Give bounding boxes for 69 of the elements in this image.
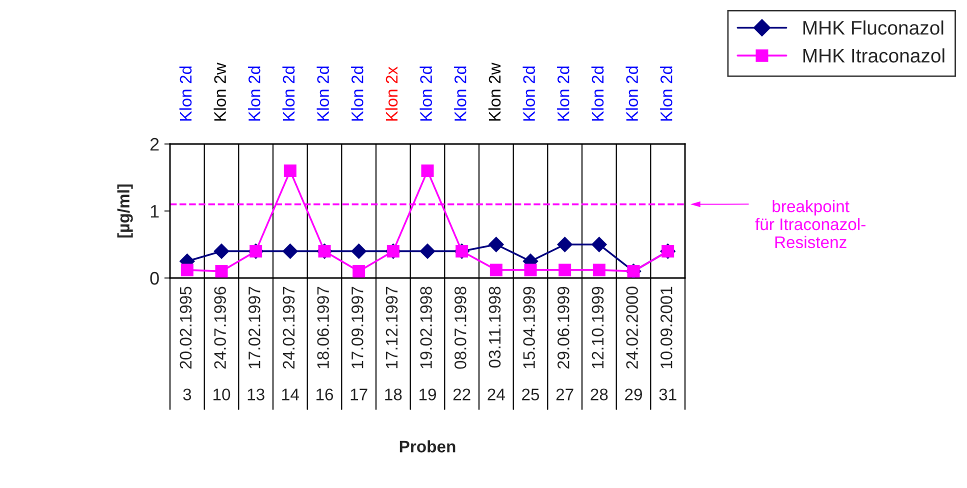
legend-label: MHK Itraconazol xyxy=(803,48,944,63)
text: Klon 2d xyxy=(420,66,432,121)
text: Klon 2w xyxy=(214,62,226,121)
point xyxy=(592,236,607,252)
x-tick-label: 10.09.2001 xyxy=(660,286,672,368)
legend-label: breakpoint für Itraconazol- Resistenz xyxy=(755,200,866,248)
text: Klon 2d xyxy=(282,66,295,121)
x-tick-label: 18.06.1997 xyxy=(317,286,329,368)
text: 14 xyxy=(282,388,299,400)
text: 17 xyxy=(350,388,368,400)
text: 19 xyxy=(420,388,436,400)
x-tick-label: 12.10.1999 xyxy=(592,286,604,368)
point xyxy=(214,244,230,259)
point xyxy=(215,265,228,278)
text: Klon 2d xyxy=(660,66,672,121)
legend-label: MHK Fluconazol xyxy=(803,20,944,35)
text: Klon 2w xyxy=(488,62,501,121)
text: 10 xyxy=(214,388,230,400)
text: Klon 2d xyxy=(454,66,466,121)
text: Klon 2d xyxy=(522,66,535,121)
text: Klon 2d xyxy=(316,66,329,121)
text: Klon 2d xyxy=(591,66,604,121)
x-tick-label: 17.12.1997 xyxy=(386,286,398,368)
text: 31 xyxy=(659,388,676,400)
x-tick-label: 24.07.1996 xyxy=(214,286,226,369)
x-tick-label: 17.09.1997 xyxy=(352,286,364,368)
x-axis-title: Proben xyxy=(400,440,456,452)
text: 29 xyxy=(625,388,642,400)
x-tick-label: 15.04.1999 xyxy=(523,286,535,368)
text: Klon 2d xyxy=(557,66,570,121)
point xyxy=(488,236,504,252)
y-tick-label: 0 xyxy=(150,272,159,285)
text: Klon 2d xyxy=(626,66,638,121)
x-tick-label: 20.02.1995 xyxy=(180,286,192,369)
text: 28 xyxy=(590,388,608,400)
point xyxy=(421,164,434,178)
text: 22 xyxy=(453,388,470,400)
text: 18 xyxy=(385,388,402,400)
y-tick-label: 1 xyxy=(150,205,159,218)
x-tick-label: 19.02.1998 xyxy=(420,286,432,368)
text: 3 xyxy=(183,388,192,400)
point xyxy=(180,264,194,276)
text: 16 xyxy=(316,388,334,400)
point xyxy=(490,264,502,276)
x-tick-label: 24.02.1997 xyxy=(282,286,295,369)
point xyxy=(284,164,296,178)
point xyxy=(420,244,436,259)
x-tick-label: 29.06.1999 xyxy=(558,286,570,369)
text: 25 xyxy=(522,388,540,400)
text: Klon 2d xyxy=(179,66,192,121)
text: 27 xyxy=(556,388,574,400)
text: Klon 2x xyxy=(385,66,398,121)
text: Klon 2d xyxy=(351,66,364,121)
x-tick-label: 03.11.1998 xyxy=(488,286,501,368)
point xyxy=(557,236,572,252)
point xyxy=(282,244,298,259)
text: 24 xyxy=(488,388,505,400)
y-tick-label: 2 xyxy=(150,138,159,151)
y-axis-title: [µg/ml] xyxy=(117,184,133,238)
point xyxy=(352,265,366,278)
x-tick-label: 24.02.2000 xyxy=(626,286,638,369)
point xyxy=(558,264,572,276)
point xyxy=(592,264,606,276)
text: 13 xyxy=(248,388,264,400)
x-tick-label: 17.02.1997 xyxy=(248,286,260,368)
text: Klon 2d xyxy=(248,66,260,121)
point xyxy=(351,244,366,259)
point xyxy=(524,264,537,276)
x-tick-label: 08.07.1998 xyxy=(454,286,466,369)
